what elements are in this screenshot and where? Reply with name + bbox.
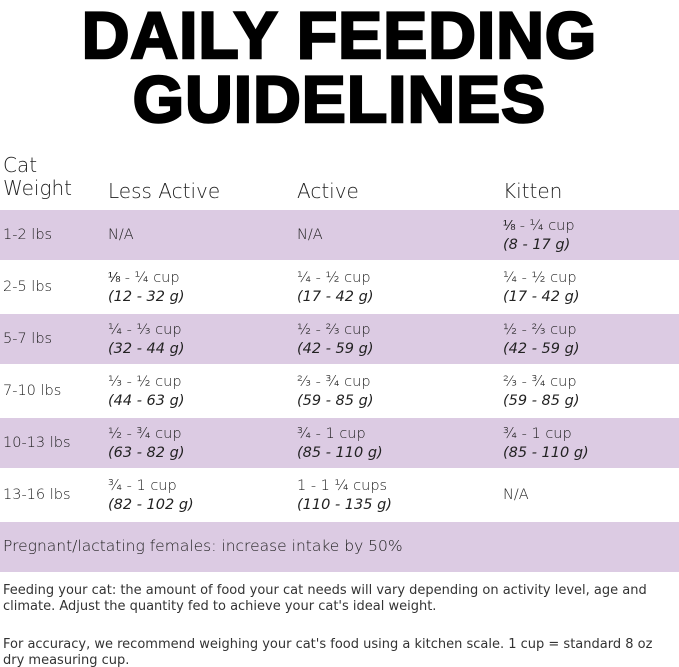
- title-line-2: GUIDELINES: [132, 62, 547, 136]
- gram-amount: (12 - 32 g): [108, 289, 185, 305]
- table-row: 5-7 lbs ¼ - ⅓ cup (32 - 44 g) ½ - ⅔ cup (42 …: [0, 314, 679, 364]
- active-cell: ⅔ - ¾ cup (59 - 85 g): [297, 373, 373, 411]
- header-cat-weight: Cat Weight: [3, 154, 72, 200]
- active-cell: ¾ - 1 cup (85 - 110 g): [297, 425, 383, 463]
- less-active-cell: ¾ - 1 cup (82 - 102 g): [108, 477, 194, 515]
- gram-amount: (82 - 102 g): [108, 497, 194, 513]
- table-row: 13-16 lbs ¾ - 1 cup (82 - 102 g) 1 - 1 ¼ cu…: [0, 470, 679, 520]
- pregnant-row: Pregnant/lactating females: increase int…: [0, 522, 679, 572]
- weight-cell: 13-16 lbs: [3, 487, 71, 503]
- cup-amount: ⅛ - ¼ cup: [108, 270, 180, 286]
- cup-amount: ½ - ¾ cup: [108, 426, 182, 442]
- table-row: 10-13 lbs ½ - ¾ cup (63 - 82 g) ¾ - 1 cup (8…: [0, 418, 679, 468]
- cup-amount: ⅓ - ½ cup: [108, 374, 182, 390]
- gram-amount: (110 - 135 g): [297, 497, 392, 513]
- active-cell: 1 - 1 ¼ cups (110 - 135 g): [297, 477, 392, 515]
- kitten-cell: ¼ - ½ cup (17 - 42 g): [503, 269, 579, 307]
- weight-cell: 5-7 lbs: [3, 331, 53, 347]
- weight-cell: 2-5 lbs: [3, 279, 53, 295]
- weight-cell: 7-10 lbs: [3, 383, 62, 399]
- cup-amount: ⅔ - ¾ cup: [503, 374, 577, 390]
- table-row: 2-5 lbs ⅛ - ¼ cup (12 - 32 g) ¼ - ½ cup (17 …: [0, 262, 679, 312]
- cup-amount: ½ - ⅔ cup: [297, 322, 371, 338]
- title-line-1: DAILY FEEDING: [81, 0, 598, 72]
- kitten-cell: ⅛ - ¼ cup (8 - 17 g): [503, 217, 575, 255]
- table-row: 1-2 lbs N/A N/A ⅛ - ¼ cup (8 - 17 g): [0, 210, 679, 260]
- gram-amount: (44 - 63 g): [108, 393, 185, 409]
- cup-amount: N/A: [503, 487, 529, 503]
- gram-amount: (42 - 59 g): [297, 341, 374, 357]
- gram-amount: (63 - 82 g): [108, 445, 185, 461]
- gram-amount: (59 - 85 g): [503, 393, 580, 409]
- less-active-cell: ½ - ¾ cup (63 - 82 g): [108, 425, 184, 463]
- gram-amount: (85 - 110 g): [503, 445, 589, 461]
- kitten-cell: ¾ - 1 cup (85 - 110 g): [503, 425, 589, 463]
- active-cell: ½ - ⅔ cup (42 - 59 g): [297, 321, 373, 359]
- gram-amount: (32 - 44 g): [108, 341, 185, 357]
- kitten-cell: ½ - ⅔ cup (42 - 59 g): [503, 321, 579, 359]
- feeding-note: Feeding your cat: the amount of food you…: [3, 583, 647, 614]
- active-cell: ¼ - ½ cup (17 - 42 g): [297, 269, 373, 307]
- gram-amount: (8 - 17 g): [503, 237, 571, 253]
- header-active: Active: [297, 179, 359, 203]
- gram-amount: (42 - 59 g): [503, 341, 580, 357]
- cup-amount: ⅛ - ¼ cup: [503, 218, 575, 234]
- header-kitten: Kitten: [503, 179, 563, 203]
- less-active-cell: ¼ - ⅓ cup (32 - 44 g): [108, 321, 184, 359]
- gram-amount: (85 - 110 g): [297, 445, 383, 461]
- cup-amount: 1 - 1 ¼ cups: [297, 478, 388, 494]
- cup-amount: ¾ - 1 cup: [108, 478, 177, 494]
- gram-amount: (17 - 42 g): [503, 289, 580, 305]
- cup-amount: ¼ - ½ cup: [297, 270, 371, 286]
- kitten-cell: ⅔ - ¾ cup (59 - 85 g): [503, 373, 579, 411]
- cup-amount: ¾ - 1 cup: [503, 426, 572, 442]
- cup-amount: ¼ - ⅓ cup: [108, 322, 182, 338]
- accuracy-note: For accuracy, we recommend weighing your…: [3, 637, 653, 667]
- weight-cell: 1-2 lbs: [3, 227, 53, 243]
- gram-amount: (59 - 85 g): [297, 393, 374, 409]
- gram-amount: (17 - 42 g): [297, 289, 374, 305]
- cup-amount: ¾ - 1 cup: [297, 426, 366, 442]
- less-active-cell: ⅛ - ¼ cup (12 - 32 g): [108, 269, 184, 307]
- table-row: 7-10 lbs ⅓ - ½ cup (44 - 63 g) ⅔ - ¾ cup (59…: [0, 366, 679, 416]
- cup-amount: ⅔ - ¾ cup: [297, 374, 371, 390]
- cup-amount: N/A: [297, 227, 323, 243]
- active-cell: N/A: [297, 226, 323, 245]
- kitten-cell: N/A: [503, 486, 529, 505]
- less-active-cell: N/A: [108, 226, 134, 245]
- cup-amount: ¼ - ½ cup: [503, 270, 577, 286]
- cup-amount: ½ - ⅔ cup: [503, 322, 577, 338]
- header-cat: Cat: [3, 153, 38, 177]
- pregnant-note: Pregnant/lactating females: increase int…: [3, 537, 403, 555]
- less-active-cell: ⅓ - ½ cup (44 - 63 g): [108, 373, 184, 411]
- header-less-active: Less Active: [108, 179, 221, 203]
- weight-cell: 10-13 lbs: [3, 435, 71, 451]
- cup-amount: N/A: [108, 227, 134, 243]
- header-weight: Weight: [3, 176, 72, 200]
